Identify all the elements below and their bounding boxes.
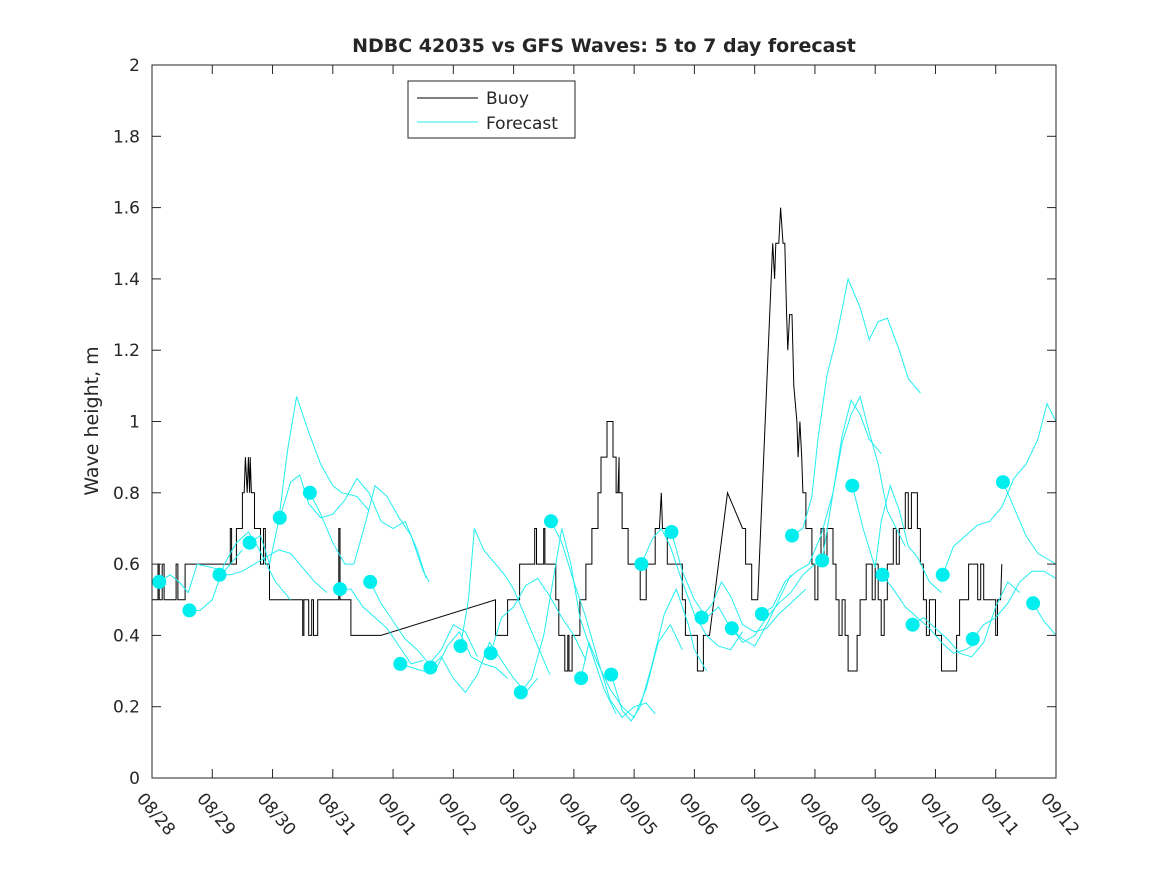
forecast-marker-5 (302, 485, 317, 500)
forecast-marker-4 (272, 510, 287, 525)
forecast-line-11 (490, 577, 587, 661)
forecast-line-9 (430, 641, 539, 694)
forecast-line-12 (520, 528, 617, 715)
forecast-line-28 (1002, 481, 1056, 565)
forecast-marker-23 (845, 478, 860, 493)
forecast-line-26 (942, 402, 1056, 575)
forecast-marker-22 (815, 553, 830, 568)
forecast-marker-19 (724, 621, 739, 636)
forecast-marker-11 (483, 646, 498, 661)
forecast-line-2 (219, 549, 328, 593)
legend-box (407, 80, 576, 139)
y-tick-label: 1.6 (113, 199, 140, 219)
forecast-line-18 (701, 580, 807, 633)
forecast-line-24 (882, 574, 978, 654)
legend: Buoy Forecast (407, 80, 576, 139)
forecast-line-23 (851, 484, 942, 593)
forecast-marker-28 (996, 475, 1010, 490)
forecast-marker-12 (513, 685, 528, 700)
forecast-line-10 (460, 528, 551, 675)
forecast-line-22 (821, 395, 906, 561)
forecast-marker-29 (1026, 596, 1041, 611)
forecast-marker-24 (875, 567, 890, 582)
y-tick-label: 0.6 (113, 555, 140, 575)
y-tick-label: 1.4 (113, 270, 140, 290)
y-tick-label: 0.4 (113, 626, 140, 646)
y-tick-label: 1.8 (113, 127, 140, 147)
y-tick-label: 1 (129, 413, 140, 433)
forecast-line-14 (580, 623, 683, 719)
forecast-line-27 (972, 570, 1056, 640)
forecast-marker-20 (754, 607, 769, 621)
forecast-marker-26 (935, 567, 950, 582)
series-layer (152, 207, 1056, 722)
forecast-marker-2 (212, 567, 227, 582)
forecast-line-5 (309, 484, 430, 583)
forecast-marker-21 (785, 528, 799, 543)
y-tick-label: 1.2 (113, 341, 140, 361)
forecast-line-15 (610, 587, 707, 722)
forecast-marker-9 (423, 660, 438, 675)
forecast-marker-7 (363, 574, 378, 589)
legend-label-buoy: Buoy (486, 89, 529, 109)
forecast-marker-17 (664, 525, 679, 539)
legend-label-forecast: Forecast (486, 114, 558, 134)
forecast-marker-13 (544, 514, 558, 529)
forecast-marker-10 (453, 639, 468, 654)
forecast-marker-27 (965, 632, 980, 646)
forecast-line-0 (158, 549, 243, 594)
forecast-marker-14 (574, 671, 589, 686)
forecast-line-20 (761, 398, 882, 615)
forecast-line-1 (189, 531, 291, 611)
forecast-marker-3 (242, 535, 257, 550)
forecast-line-25 (912, 581, 1021, 658)
buoy-line (152, 207, 1003, 672)
y-axis-label: Wave height, m (81, 346, 103, 495)
forecast-line-19 (731, 560, 828, 644)
forecast-line-13 (550, 521, 656, 719)
forecast-line-8 (400, 630, 508, 679)
forecast-marker-6 (333, 582, 347, 597)
forecast-line-7 (369, 581, 478, 665)
y-tick-label: 2 (129, 56, 140, 76)
forecast-line-16 (640, 527, 744, 651)
forecast-marker-15 (604, 667, 619, 682)
forecast-marker-16 (634, 557, 649, 572)
y-tick-label: 0.2 (113, 698, 140, 718)
forecast-line-4 (279, 474, 427, 579)
forecast-line-6 (340, 588, 424, 665)
forecast-line-3 (249, 396, 370, 567)
forecast-marker-25 (905, 617, 920, 632)
forecast-marker-1 (182, 603, 197, 618)
forecast-marker-18 (694, 610, 709, 625)
chart-title: NDBC 42035 vs GFS Waves: 5 to 7 day fore… (352, 35, 856, 57)
y-tick-label: 0 (129, 769, 140, 789)
forecast-marker-0 (152, 574, 167, 589)
forecast-line-21 (791, 277, 921, 537)
forecast-marker-8 (393, 656, 408, 671)
y-tick-label: 0.8 (113, 484, 140, 504)
